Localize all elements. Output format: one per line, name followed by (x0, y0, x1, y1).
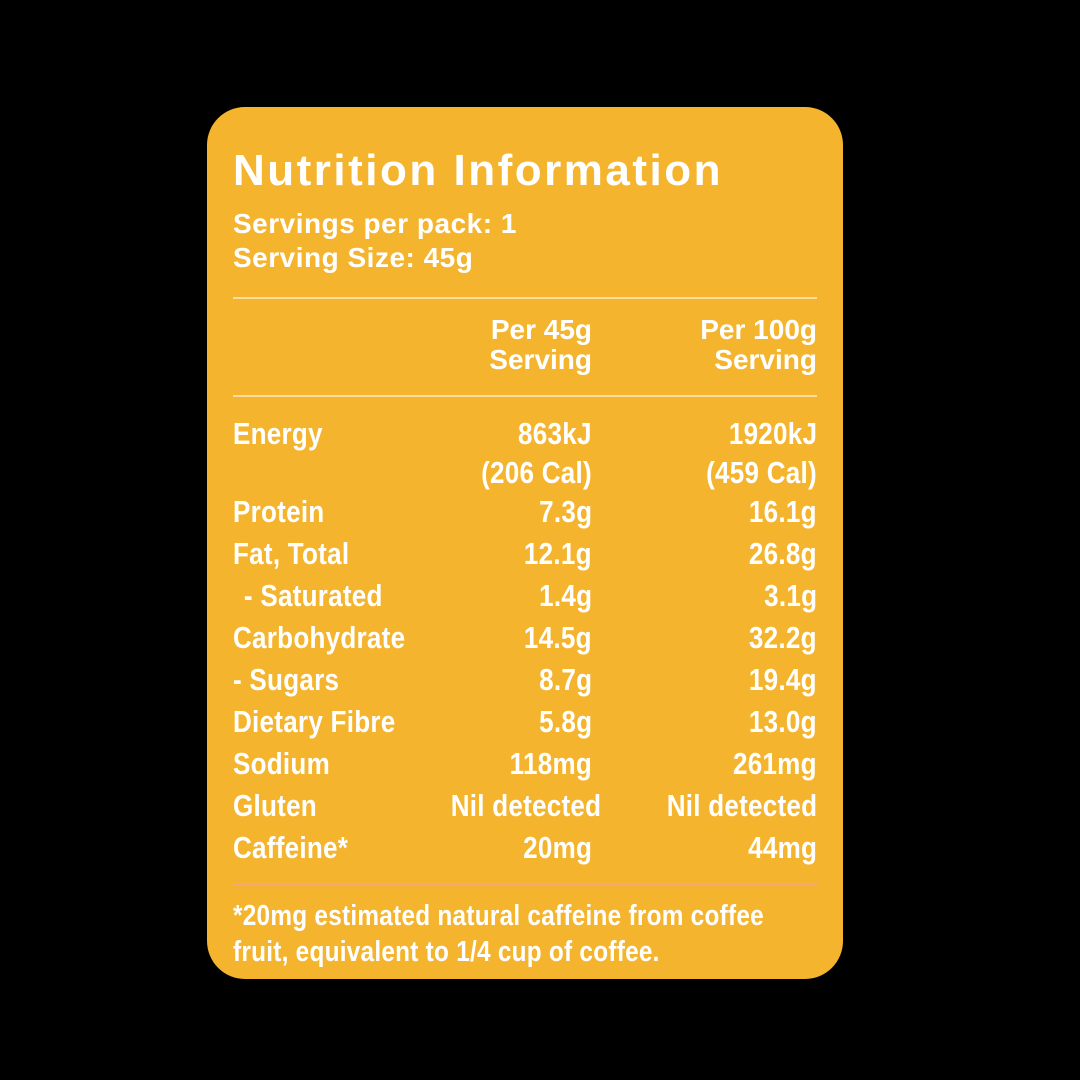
column-header-row: Per 45g Serving Per 100g Serving (233, 315, 817, 375)
per-100g-value: 1920kJ (728, 416, 817, 451)
nutrient-row-sugars: - Sugars 8.7g 19.4g (233, 659, 817, 701)
nutrition-information-panel: Nutrition Information Servings per pack:… (207, 107, 843, 979)
per-serving-value: 8.7g (538, 662, 592, 697)
per-serving-value: 12.1g (524, 536, 592, 571)
nutrient-row-dietary-fibre: Dietary Fibre 5.8g 13.0g (233, 701, 817, 743)
nutrient-row-fat-total: Fat, Total 12.1g 26.8g (233, 533, 817, 575)
nutrient-label: Sodium (233, 746, 330, 781)
nutrient-row-energy-calories: (206 Cal) (459 Cal) (233, 455, 817, 491)
nutrient-label: Energy (233, 416, 323, 451)
nutrient-label: - Sugars (233, 662, 340, 697)
per-serving-value: 1.4g (538, 578, 592, 613)
nutrient-label: Caffeine* (233, 830, 349, 865)
per-100g-value: 261mg (733, 746, 817, 781)
nutrient-label: Gluten (233, 788, 317, 823)
nutrient-row-caffeine: Caffeine* 20mg 44mg (233, 827, 817, 869)
nutrient-label: Fat, Total (233, 536, 350, 571)
per-100g-value: 26.8g (749, 536, 817, 571)
nutrient-row-saturated-fat: - Saturated 1.4g 3.1g (233, 575, 817, 617)
column-header-per-45g: Per 45g Serving (489, 314, 592, 375)
caffeine-footnote: *20mg estimated natural caffeine from co… (233, 898, 817, 970)
nutrient-row-carbohydrate: Carbohydrate 14.5g 32.2g (233, 617, 817, 659)
per-serving-value: 863kJ (518, 416, 592, 451)
per-100g-value: 32.2g (749, 620, 817, 655)
serving-size-text: Serving Size: 45g (233, 242, 474, 273)
per-serving-value: 14.5g (524, 620, 592, 655)
nutrient-label: Dietary Fibre (233, 704, 396, 739)
servings-per-pack-text: Servings per pack: 1 (233, 208, 517, 239)
per-100g-value: 3.1g (763, 578, 817, 613)
nutrient-row-protein: Protein 7.3g 16.1g (233, 491, 817, 533)
nutrient-label: - Saturated (243, 578, 383, 613)
per-100g-value: Nil detected (666, 788, 817, 823)
divider-top (233, 297, 817, 299)
per-serving-value: 118mg (509, 746, 592, 781)
footnote-text: *20mg estimated natural caffeine from co… (233, 900, 764, 968)
per-serving-value: Nil detected (450, 788, 602, 823)
per-100g-value: 13.0g (749, 704, 817, 739)
per-100g-value: 44mg (747, 830, 817, 865)
divider-above-footnote (233, 883, 817, 886)
per-serving-value: 20mg (522, 830, 592, 865)
column-header-per-100g: Per 100g Serving (700, 314, 817, 375)
per-100g-value: 16.1g (749, 494, 817, 529)
per-100g-value: (459 Cal) (706, 455, 817, 490)
panel-title: Nutrition Information (233, 146, 723, 195)
nutrient-label: Carbohydrate (233, 620, 406, 655)
per-serving-value: 5.8g (538, 704, 592, 739)
per-serving-value: (206 Cal) (481, 455, 592, 490)
nutrient-row-energy: Energy 863kJ 1920kJ (233, 413, 817, 455)
nutrient-row-sodium: Sodium 118mg 261mg (233, 743, 817, 785)
per-100g-value: 19.4g (749, 662, 817, 697)
divider-under-headers (233, 395, 817, 397)
nutrient-row-gluten: Gluten Nil detected Nil detected (233, 785, 817, 827)
nutrient-label: Protein (233, 494, 325, 529)
nutrition-table: Energy 863kJ 1920kJ (206 Cal) (459 Cal) … (233, 413, 817, 869)
per-serving-value: 7.3g (538, 494, 592, 529)
